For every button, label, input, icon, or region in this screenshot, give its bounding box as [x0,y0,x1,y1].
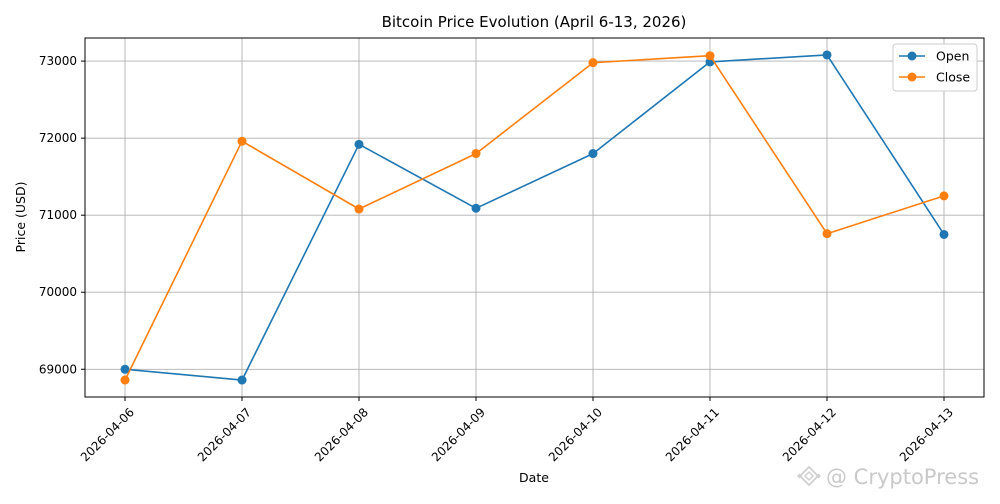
series-line-close [124,54,945,381]
legend-label: Close [936,70,970,85]
data-point-close [588,58,598,68]
y-axis-ticks: 69000 70000 71000 72000 73000 [39,54,85,376]
watermark: @ CryptoPress [797,465,979,489]
plot-area-frame [84,37,985,398]
y-tick-label: 73000 [39,54,77,68]
legend-swatch-marker [907,72,917,82]
data-point-open [471,203,481,213]
grid [85,38,984,397]
data-point-close [939,191,949,201]
data-point-close [471,149,481,159]
watermark-text: @ CryptoPress [826,465,979,489]
y-tick-label: 71000 [39,208,77,222]
data-point-close [354,204,364,214]
legend-swatch-marker [907,51,917,61]
y-axis-label: Price (USD) [13,182,28,253]
legend-item-open: Open [899,49,969,64]
series-layer [120,50,949,385]
data-point-close [120,375,130,385]
data-point-open [237,375,247,385]
data-point-open [120,364,130,374]
data-point-open [939,229,949,239]
legend-item-close: Close [899,70,970,85]
data-point-open [354,139,364,149]
data-point-open [588,149,598,159]
y-tick-label: 69000 [39,362,77,376]
data-point-open [822,50,832,60]
data-point-close [705,51,715,61]
legend: Open Close [892,43,978,92]
y-tick-label: 72000 [39,131,77,145]
data-point-close [822,229,832,239]
x-axis-label: Date [519,470,549,485]
binance-diamond-icon [797,465,821,487]
data-point-close [237,136,247,146]
legend-label: Open [936,49,969,64]
y-tick-label: 70000 [39,285,77,299]
chart-title: Bitcoin Price Evolution (April 6-13, 202… [382,13,687,31]
series-line-open [124,54,945,381]
